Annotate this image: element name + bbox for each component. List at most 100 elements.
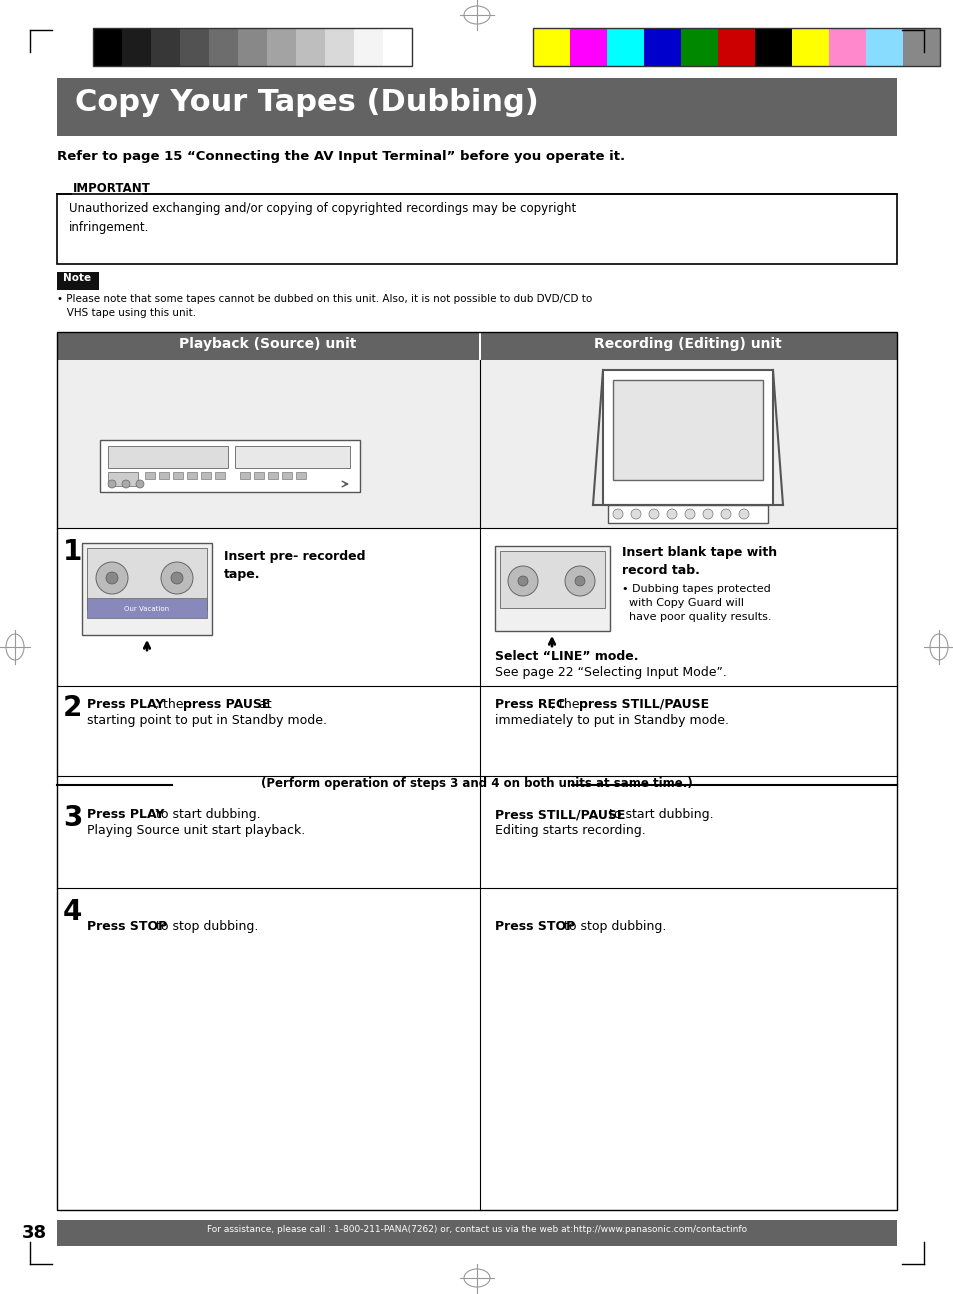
- Circle shape: [507, 565, 537, 597]
- Text: Press STOP: Press STOP: [495, 920, 575, 933]
- Text: Playing Source unit start playback.: Playing Source unit start playback.: [87, 824, 305, 837]
- Text: Unauthorized exchanging and/or copying of copyrighted recordings may be copyrigh: Unauthorized exchanging and/or copying o…: [69, 202, 576, 233]
- Bar: [718, 28, 754, 66]
- Bar: [57, 272, 99, 290]
- Text: starting point to put in Standby mode.: starting point to put in Standby mode.: [87, 714, 327, 727]
- Bar: [87, 598, 207, 619]
- Bar: [295, 28, 325, 66]
- Text: Copy Your Tapes (Dubbing): Copy Your Tapes (Dubbing): [75, 88, 538, 116]
- Circle shape: [630, 509, 640, 519]
- Circle shape: [106, 572, 118, 584]
- Circle shape: [564, 565, 595, 597]
- Bar: [92, 28, 122, 66]
- Text: 3: 3: [63, 804, 82, 832]
- Text: 4: 4: [63, 898, 82, 927]
- Text: immediately to put in Standby mode.: immediately to put in Standby mode.: [495, 714, 728, 727]
- Text: to stop dubbing.: to stop dubbing.: [559, 920, 666, 933]
- Text: Press PLAY: Press PLAY: [87, 697, 164, 710]
- Circle shape: [575, 576, 584, 586]
- Text: For assistance, please call : 1-800-211-PANA(7262) or, contact us via the web at: For assistance, please call : 1-800-211-…: [207, 1225, 746, 1234]
- Text: Press PLAY: Press PLAY: [87, 807, 164, 820]
- Text: Playback (Source) unit: Playback (Source) unit: [179, 336, 356, 351]
- Circle shape: [684, 509, 695, 519]
- Bar: [57, 1220, 896, 1246]
- Text: at: at: [254, 697, 272, 710]
- Bar: [100, 440, 359, 492]
- Text: • Dubbing tapes protected
  with Copy Guard will
  have poor quality results.: • Dubbing tapes protected with Copy Guar…: [621, 584, 771, 622]
- Text: Editing starts recording.: Editing starts recording.: [495, 824, 645, 837]
- Bar: [325, 28, 354, 66]
- Text: , then: , then: [154, 697, 195, 710]
- Text: Note: Note: [63, 273, 91, 283]
- Bar: [108, 472, 138, 487]
- Bar: [479, 360, 896, 528]
- Bar: [92, 28, 412, 66]
- Text: to start dubbing.: to start dubbing.: [152, 807, 260, 820]
- Circle shape: [720, 509, 730, 519]
- Bar: [57, 333, 896, 1210]
- Text: Press STOP: Press STOP: [87, 920, 167, 933]
- Circle shape: [122, 480, 130, 488]
- Bar: [569, 28, 606, 66]
- Bar: [57, 194, 896, 264]
- Text: 38: 38: [22, 1224, 47, 1242]
- Bar: [145, 472, 154, 479]
- Bar: [354, 28, 382, 66]
- Bar: [828, 28, 865, 66]
- Bar: [295, 472, 306, 479]
- Bar: [754, 28, 791, 66]
- Bar: [122, 28, 151, 66]
- Circle shape: [136, 480, 144, 488]
- Circle shape: [517, 576, 527, 586]
- Circle shape: [171, 572, 183, 584]
- Bar: [57, 78, 896, 136]
- Bar: [267, 28, 295, 66]
- Bar: [87, 547, 207, 609]
- Circle shape: [666, 509, 677, 519]
- Circle shape: [702, 509, 712, 519]
- Circle shape: [613, 509, 622, 519]
- Text: to stop dubbing.: to stop dubbing.: [152, 920, 258, 933]
- Bar: [237, 28, 267, 66]
- Bar: [533, 28, 569, 66]
- Bar: [865, 28, 902, 66]
- Bar: [499, 551, 604, 608]
- Circle shape: [96, 562, 128, 594]
- Bar: [643, 28, 680, 66]
- Bar: [613, 380, 762, 480]
- Bar: [172, 472, 183, 479]
- Text: 1: 1: [63, 538, 82, 565]
- Text: Refer to page 15 “Connecting the AV Input Terminal” before you operate it.: Refer to page 15 “Connecting the AV Inpu…: [57, 150, 624, 163]
- Text: to start dubbing.: to start dubbing.: [604, 807, 713, 820]
- Bar: [187, 472, 196, 479]
- Text: Our Vacation: Our Vacation: [124, 606, 170, 612]
- Bar: [214, 472, 225, 479]
- Bar: [108, 446, 228, 468]
- Bar: [680, 28, 718, 66]
- Bar: [180, 28, 209, 66]
- Circle shape: [739, 509, 748, 519]
- Text: (Perform operation of steps 3 and 4 on both units at same time.): (Perform operation of steps 3 and 4 on b…: [261, 776, 692, 791]
- Text: Recording (Editing) unit: Recording (Editing) unit: [594, 336, 781, 351]
- Bar: [495, 546, 609, 631]
- Text: Select “LINE” mode.: Select “LINE” mode.: [495, 650, 638, 663]
- Bar: [602, 370, 772, 505]
- Bar: [234, 446, 350, 468]
- Text: press PAUSE: press PAUSE: [183, 697, 270, 710]
- Bar: [201, 472, 211, 479]
- Bar: [282, 472, 292, 479]
- Text: Press STILL/PAUSE: Press STILL/PAUSE: [495, 807, 625, 820]
- Text: Insert pre- recorded
tape.: Insert pre- recorded tape.: [224, 550, 365, 581]
- Text: Insert blank tape with
record tab.: Insert blank tape with record tab.: [621, 546, 777, 577]
- Bar: [240, 472, 250, 479]
- Text: See page 22 “Selecting Input Mode”.: See page 22 “Selecting Input Mode”.: [495, 666, 726, 679]
- Bar: [607, 505, 767, 523]
- Bar: [209, 28, 237, 66]
- Bar: [253, 472, 264, 479]
- Bar: [480, 333, 896, 360]
- Bar: [382, 28, 412, 66]
- Bar: [159, 472, 169, 479]
- Text: IMPORTANT: IMPORTANT: [73, 182, 151, 195]
- Text: Press REC: Press REC: [495, 697, 564, 710]
- Bar: [151, 28, 180, 66]
